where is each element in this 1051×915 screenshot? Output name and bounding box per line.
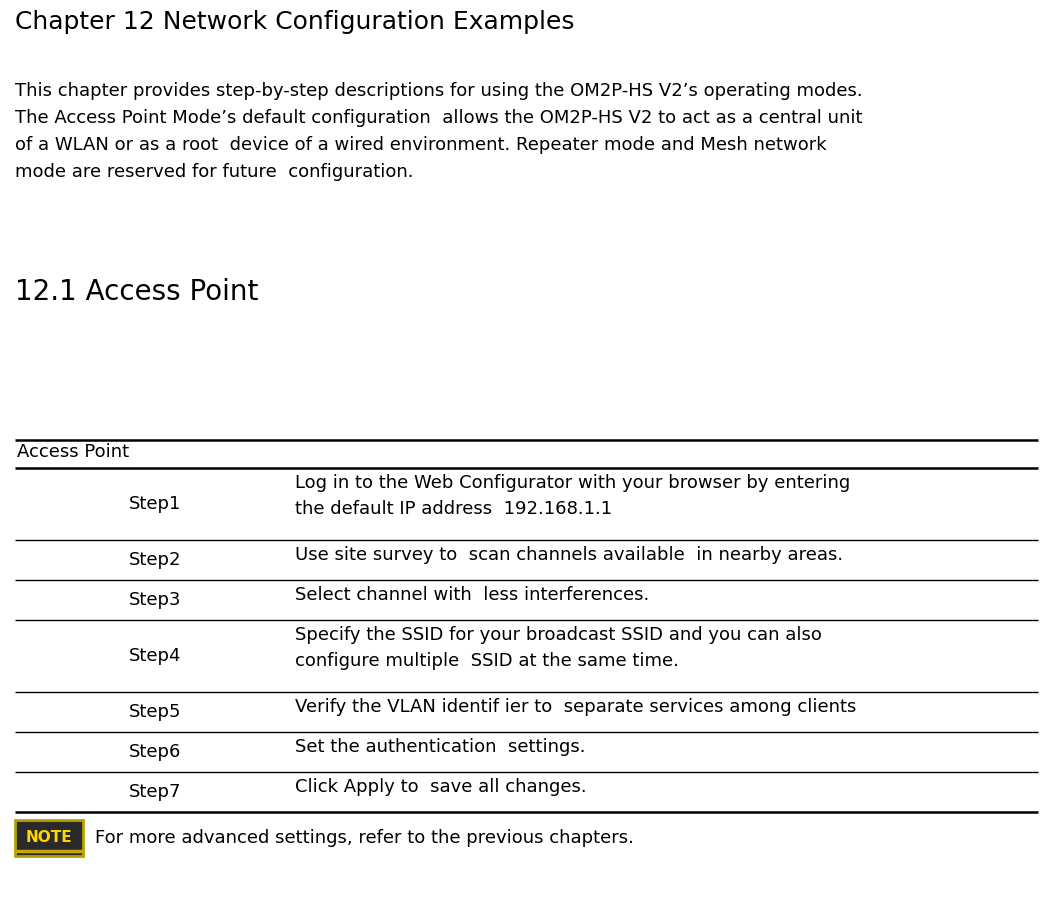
Bar <box>15 820 83 856</box>
Text: Set the authentication  settings.: Set the authentication settings. <box>295 738 585 756</box>
Text: 12.1 Access Point: 12.1 Access Point <box>15 278 259 306</box>
Text: Log in to the Web Configurator with your browser by entering
the default IP addr: Log in to the Web Configurator with your… <box>295 474 850 518</box>
Text: Access Point: Access Point <box>17 443 129 461</box>
Text: Step2: Step2 <box>129 551 181 569</box>
Text: Verify the VLAN identif ier to  separate services among clients: Verify the VLAN identif ier to separate … <box>295 698 857 716</box>
Text: Step6: Step6 <box>129 743 181 761</box>
Text: For more advanced settings, refer to the previous chapters.: For more advanced settings, refer to the… <box>95 829 634 847</box>
Text: Chapter 12 Network Configuration Examples: Chapter 12 Network Configuration Example… <box>15 10 575 34</box>
Text: Step4: Step4 <box>129 647 181 665</box>
Text: Use site survey to  scan channels available  in nearby areas.: Use site survey to scan channels availab… <box>295 546 843 564</box>
Text: Step3: Step3 <box>129 591 181 609</box>
Text: Specify the SSID for your broadcast SSID and you can also
configure multiple  SS: Specify the SSID for your broadcast SSID… <box>295 626 822 670</box>
Text: Select channel with  less interferences.: Select channel with less interferences. <box>295 586 650 604</box>
Text: Step5: Step5 <box>129 703 181 721</box>
Text: NOTE: NOTE <box>25 831 73 845</box>
Text: This chapter provides step-by-step descriptions for using the OM2P-HS V2’s opera: This chapter provides step-by-step descr… <box>15 82 863 181</box>
Text: Step1: Step1 <box>129 495 181 513</box>
Text: Step7: Step7 <box>129 783 181 801</box>
Text: Click Apply to  save all changes.: Click Apply to save all changes. <box>295 778 586 796</box>
